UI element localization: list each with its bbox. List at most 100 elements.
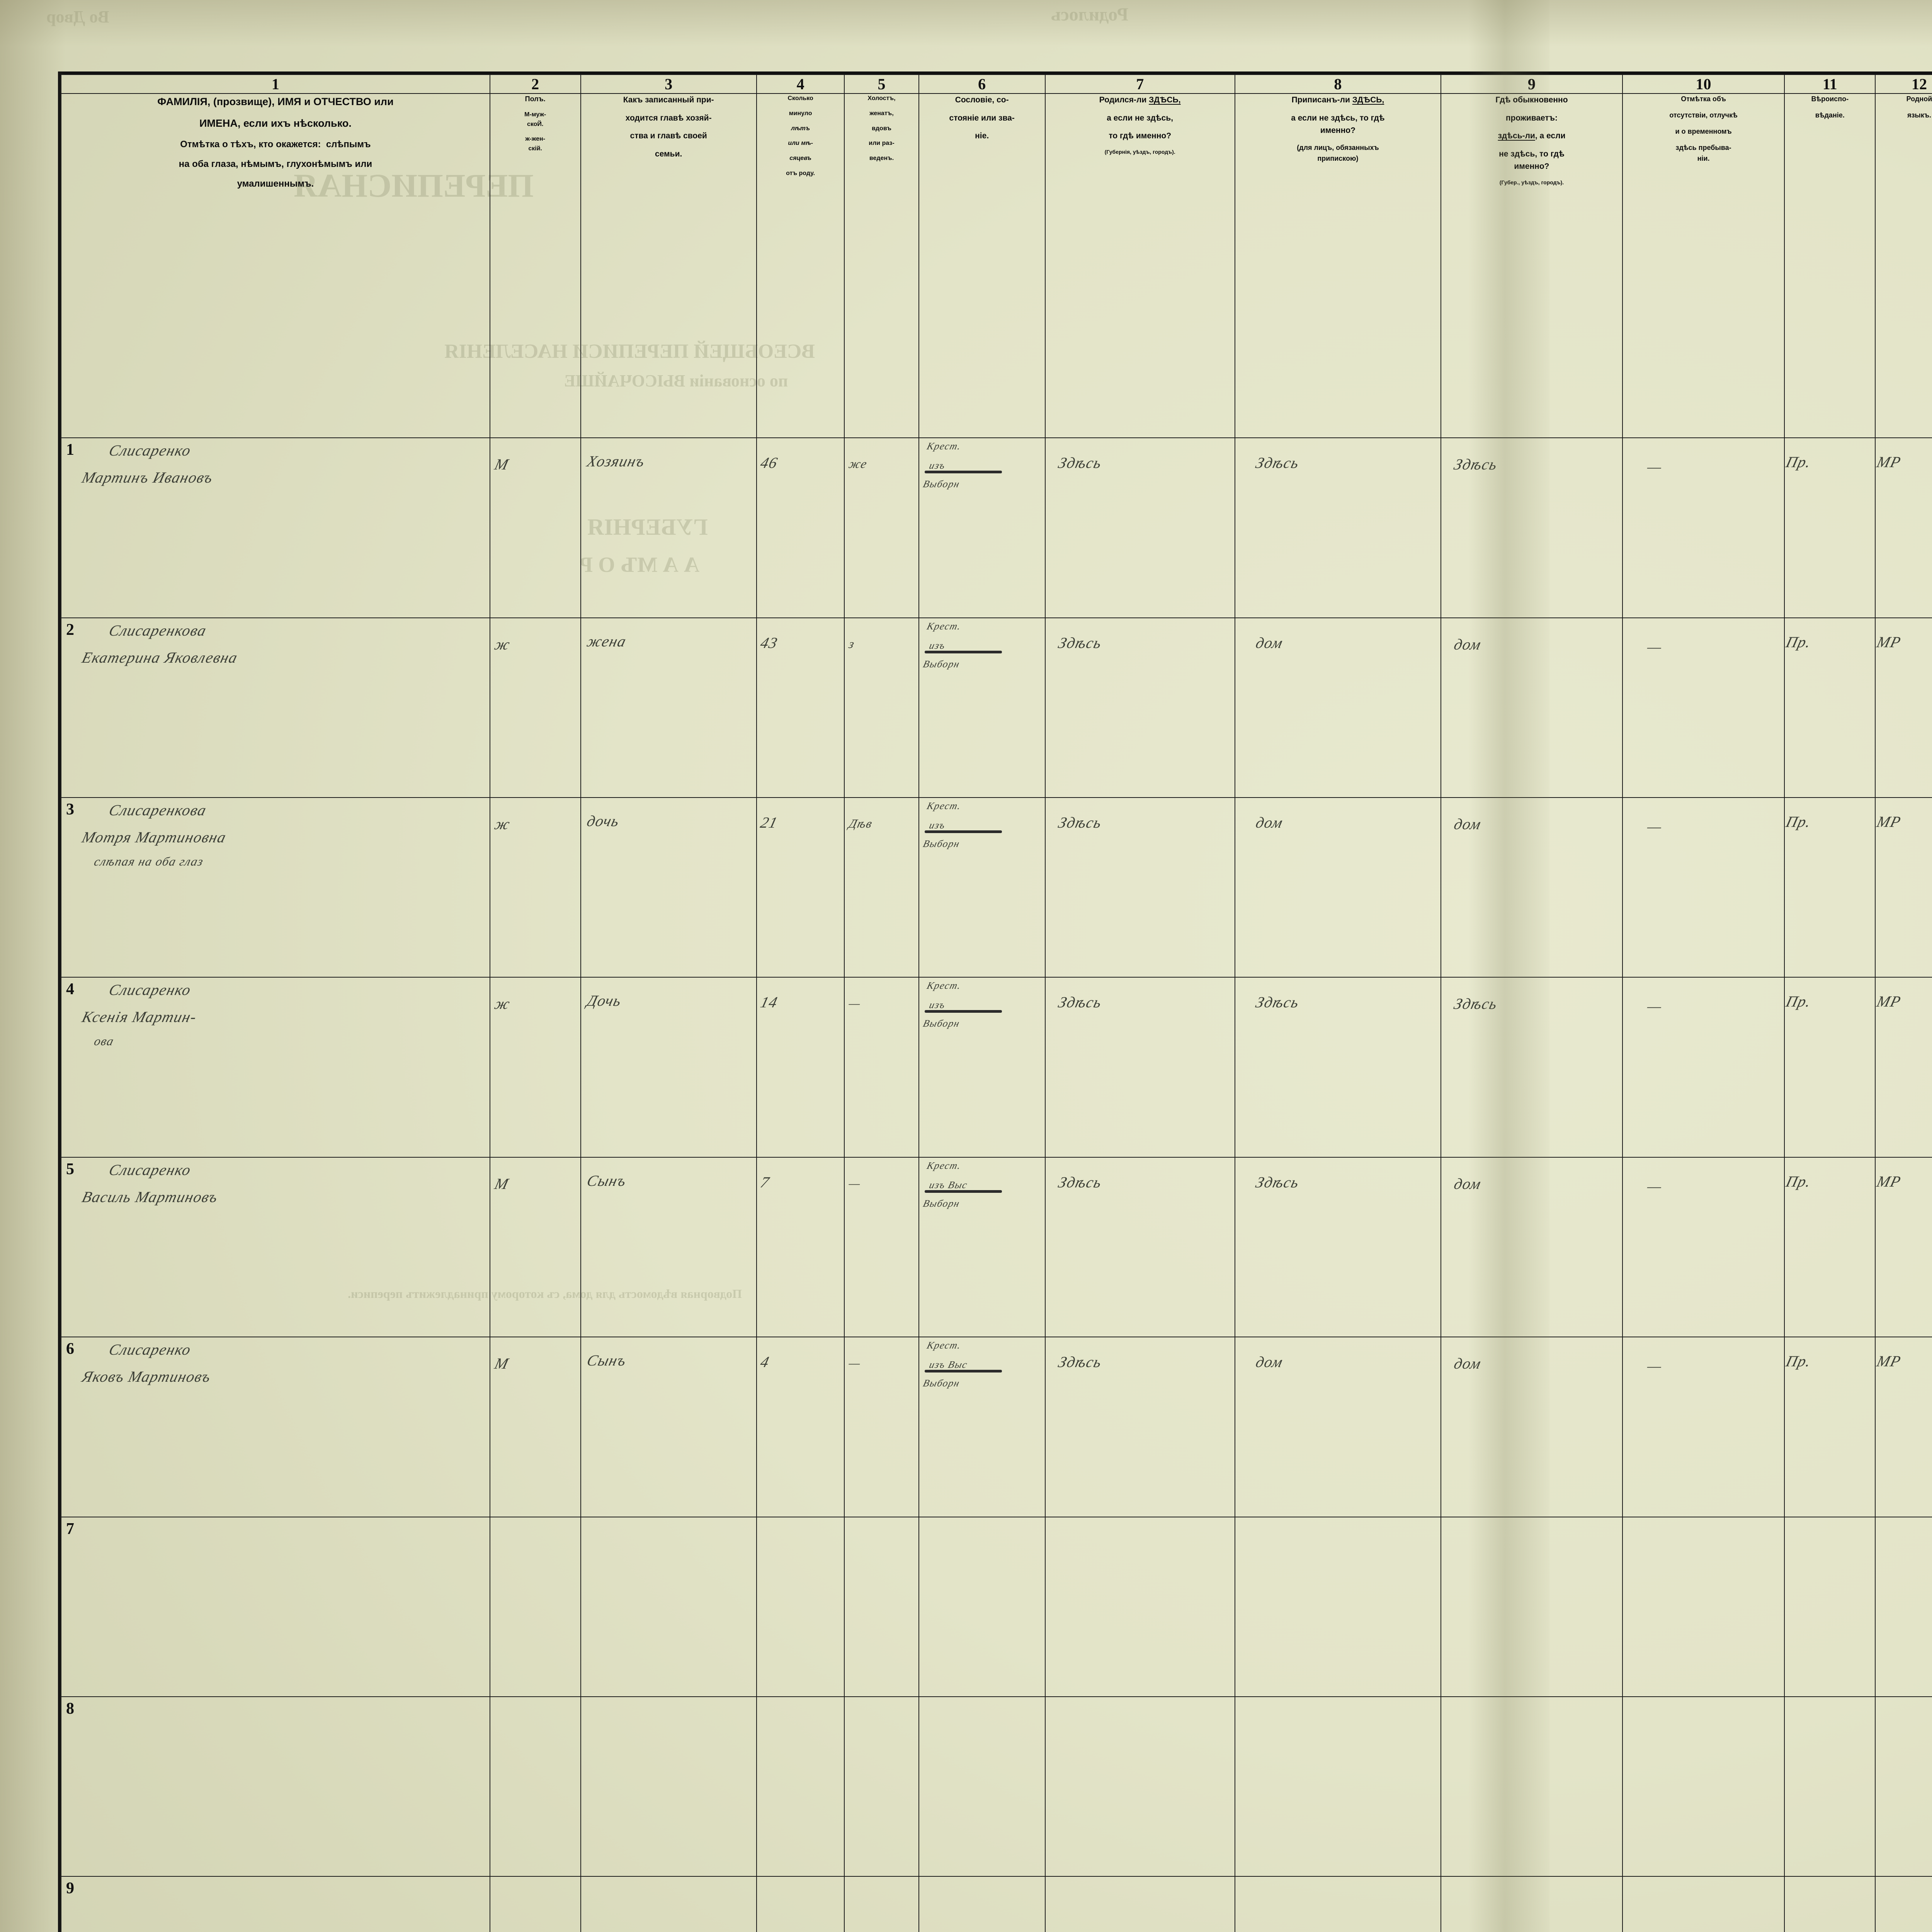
cell-language[interactable]: МР xyxy=(1875,797,1932,978)
table-row[interactable]: 812 xyxy=(61,1696,1932,1877)
cell-residence[interactable]: дом xyxy=(1440,1337,1623,1517)
cell-religion[interactable]: Пр. xyxy=(1784,1337,1876,1517)
cell-relation[interactable]: Сынъ xyxy=(580,1156,757,1338)
cell-absence[interactable]: — xyxy=(1622,617,1785,798)
cell-name[interactable]: 8 xyxy=(61,1696,490,1877)
cell-name[interactable]: 1 Слисаренко Мартинъ Ивановъ xyxy=(61,437,490,618)
table-row[interactable]: 712 xyxy=(61,1516,1932,1697)
cell-registration[interactable]: дом xyxy=(1234,797,1442,978)
cell-estate[interactable]: Крест. изъ Выборн xyxy=(918,437,1046,618)
cell-absence[interactable]: — xyxy=(1622,437,1785,618)
cell-registration[interactable]: Здѣсь xyxy=(1234,437,1442,618)
cell-residence[interactable]: дом xyxy=(1440,797,1623,978)
cell-estate[interactable] xyxy=(918,1696,1046,1877)
cell-language[interactable]: МР xyxy=(1875,977,1932,1158)
cell-absence[interactable] xyxy=(1622,1516,1785,1697)
cell-age[interactable]: 4 xyxy=(756,1337,845,1517)
cell-relation[interactable]: Сынъ xyxy=(580,1337,757,1517)
table-row[interactable]: 6 Слисаренко Яковъ Мартиновъ М Сынъ 4 — Крест. и… xyxy=(61,1337,1932,1517)
cell-name[interactable]: 4 Слисаренко Ксенія Мартин-ова xyxy=(61,977,490,1158)
cell-sex[interactable]: ж xyxy=(489,797,581,978)
cell-age[interactable] xyxy=(756,1696,845,1877)
cell-residence[interactable] xyxy=(1440,1876,1623,1932)
cell-marital[interactable]: — xyxy=(844,1156,919,1338)
cell-estate[interactable]: Крест. изъ Выборн xyxy=(918,977,1046,1158)
cell-religion[interactable] xyxy=(1784,1516,1876,1697)
cell-estate[interactable] xyxy=(918,1876,1046,1932)
cell-registration[interactable] xyxy=(1234,1516,1442,1697)
cell-religion[interactable]: Пр. xyxy=(1784,977,1876,1158)
cell-estate[interactable]: Крест. изъ Выс Выборн xyxy=(918,1156,1046,1338)
cell-absence[interactable]: — xyxy=(1622,1156,1785,1338)
cell-name[interactable]: 3 Слисаренкова Мотря Мартиновна слѣпая на о… xyxy=(61,797,490,978)
cell-age[interactable]: 43 xyxy=(756,617,845,798)
table-row[interactable]: 1 Слисаренко Мартинъ Ивановъ М Хозяинъ 46 же Кр… xyxy=(61,437,1932,618)
cell-residence[interactable]: Здѣсь xyxy=(1440,977,1623,1158)
cell-sex[interactable]: М xyxy=(489,437,581,618)
cell-birthplace[interactable]: Здѣсь xyxy=(1044,437,1235,618)
cell-marital[interactable] xyxy=(844,1516,919,1697)
cell-language[interactable]: МР xyxy=(1875,437,1932,618)
cell-language[interactable]: МР xyxy=(1875,1337,1932,1517)
cell-birthplace[interactable]: Здѣсь xyxy=(1044,617,1235,798)
cell-name[interactable]: 6 Слисаренко Яковъ Мартиновъ xyxy=(61,1337,490,1517)
cell-religion[interactable]: Пр. xyxy=(1784,797,1876,978)
cell-estate[interactable]: Крест. изъ Выс Выборн xyxy=(918,1337,1046,1517)
cell-estate[interactable]: Крест. изъ Выборн xyxy=(918,617,1046,798)
cell-absence[interactable]: — xyxy=(1622,977,1785,1158)
cell-age[interactable] xyxy=(756,1876,845,1932)
cell-sex[interactable] xyxy=(489,1516,581,1697)
cell-language[interactable]: МР xyxy=(1875,617,1932,798)
cell-estate[interactable]: Крест. изъ Выборн xyxy=(918,797,1046,978)
cell-marital[interactable]: з xyxy=(844,617,919,798)
cell-sex[interactable]: М xyxy=(489,1156,581,1338)
cell-registration[interactable]: дом xyxy=(1234,1337,1442,1517)
cell-absence[interactable]: — xyxy=(1622,1337,1785,1517)
cell-birthplace[interactable] xyxy=(1044,1516,1235,1697)
table-row[interactable]: 5 Слисаренко Василь Мартиновъ М Сынъ 7 — Крест.… xyxy=(61,1156,1932,1338)
table-row[interactable]: 4 Слисаренко Ксенія Мартин-ова ж Дочь 14 — Крес… xyxy=(61,977,1932,1158)
cell-birthplace[interactable] xyxy=(1044,1876,1235,1932)
cell-registration[interactable]: Здѣсь xyxy=(1234,1156,1442,1338)
cell-residence[interactable]: Здѣсь xyxy=(1440,437,1623,618)
cell-sex[interactable] xyxy=(489,1876,581,1932)
cell-language[interactable]: МР xyxy=(1875,1156,1932,1338)
cell-birthplace[interactable] xyxy=(1044,1696,1235,1877)
cell-marital[interactable] xyxy=(844,1876,919,1932)
cell-birthplace[interactable]: Здѣсь xyxy=(1044,977,1235,1158)
cell-relation[interactable] xyxy=(580,1516,757,1697)
cell-estate[interactable] xyxy=(918,1516,1046,1697)
cell-absence[interactable]: — xyxy=(1622,797,1785,978)
cell-sex[interactable]: ж xyxy=(489,617,581,798)
cell-religion[interactable]: Пр. xyxy=(1784,617,1876,798)
cell-name[interactable]: 9 xyxy=(61,1876,490,1932)
cell-absence[interactable] xyxy=(1622,1696,1785,1877)
table-row[interactable]: 2 Слисаренкова Екатерина Яковлевна ж жена 43 з… xyxy=(61,617,1932,798)
cell-religion[interactable] xyxy=(1784,1696,1876,1877)
cell-residence[interactable]: дом xyxy=(1440,1156,1623,1338)
cell-sex[interactable]: ж xyxy=(489,977,581,1158)
cell-residence[interactable]: дом xyxy=(1440,617,1623,798)
cell-name[interactable]: 7 xyxy=(61,1516,490,1697)
cell-birthplace[interactable]: Здѣсь xyxy=(1044,797,1235,978)
cell-age[interactable]: 21 xyxy=(756,797,845,978)
cell-registration[interactable] xyxy=(1234,1696,1442,1877)
table-row[interactable]: 912 xyxy=(61,1876,1932,1932)
cell-religion[interactable] xyxy=(1784,1876,1876,1932)
cell-relation[interactable] xyxy=(580,1876,757,1932)
cell-age[interactable]: 46 xyxy=(756,437,845,618)
cell-registration[interactable] xyxy=(1234,1876,1442,1932)
cell-age[interactable]: 7 xyxy=(756,1156,845,1338)
cell-registration[interactable]: Здѣсь xyxy=(1234,977,1442,1158)
cell-age[interactable]: 14 xyxy=(756,977,845,1158)
cell-relation[interactable] xyxy=(580,1696,757,1877)
cell-language[interactable] xyxy=(1875,1696,1932,1877)
cell-birthplace[interactable]: Здѣсь xyxy=(1044,1337,1235,1517)
cell-language[interactable] xyxy=(1875,1516,1932,1697)
cell-registration[interactable]: дом xyxy=(1234,617,1442,798)
cell-language[interactable] xyxy=(1875,1876,1932,1932)
cell-name[interactable]: 5 Слисаренко Василь Мартиновъ xyxy=(61,1156,490,1338)
cell-name[interactable]: 2 Слисаренкова Екатерина Яковлевна xyxy=(61,617,490,798)
cell-religion[interactable]: Пр. xyxy=(1784,1156,1876,1338)
cell-absence[interactable] xyxy=(1622,1876,1785,1932)
